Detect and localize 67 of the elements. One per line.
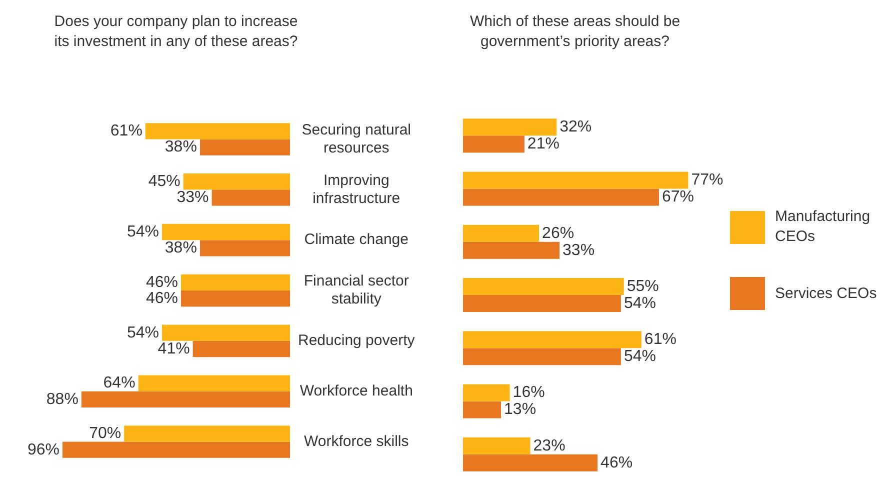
bar xyxy=(180,274,290,290)
bar xyxy=(124,426,290,442)
bar xyxy=(463,348,621,366)
y-tick-label: Securing natural resources xyxy=(302,121,411,156)
bar xyxy=(463,172,688,189)
data-label: 45% xyxy=(148,172,180,190)
data-label: 46% xyxy=(146,290,178,307)
bar xyxy=(200,240,290,256)
data-label: 21% xyxy=(527,135,560,152)
bar xyxy=(463,118,557,136)
bar xyxy=(212,190,290,206)
bar xyxy=(183,174,290,190)
data-label: 54% xyxy=(624,348,656,366)
bar xyxy=(192,340,290,358)
data-label: 54% xyxy=(624,294,656,312)
data-label: 61% xyxy=(110,122,142,140)
bar xyxy=(138,375,290,392)
bar xyxy=(463,224,540,242)
legend-label: Manufacturing CEOs xyxy=(775,207,872,247)
data-label: 88% xyxy=(46,390,78,408)
data-label: 46% xyxy=(600,454,633,472)
data-label: 67% xyxy=(662,188,694,206)
y-tick-label: Improving infrastructure xyxy=(312,172,400,207)
data-label: 23% xyxy=(533,437,566,454)
data-label: 77% xyxy=(691,172,724,189)
data-label: 16% xyxy=(512,384,545,402)
y-tick-label: Reducing poverty xyxy=(298,332,416,350)
y-tick-label: Climate change xyxy=(304,231,408,248)
bar xyxy=(463,136,524,153)
data-label: 64% xyxy=(103,374,136,392)
y-tick-label: Workforce skills xyxy=(304,432,409,450)
data-label: 32% xyxy=(560,118,592,136)
y-tick-label: Financial sector stability xyxy=(304,272,409,308)
data-label: 96% xyxy=(27,441,60,458)
bar xyxy=(81,391,290,408)
data-label: 38% xyxy=(164,240,197,257)
bar xyxy=(463,401,502,418)
data-label: 33% xyxy=(562,242,595,259)
bar xyxy=(463,295,621,312)
legend-label: Services CEOs xyxy=(775,284,878,304)
data-label: 13% xyxy=(504,401,536,418)
data-label: 61% xyxy=(644,331,676,348)
data-label: 33% xyxy=(176,189,209,206)
bar xyxy=(145,123,290,140)
data-label: 70% xyxy=(89,425,122,442)
chart-title: Does your company plan to increase its investment in any of these areas? xyxy=(53,12,299,52)
chart-title: Which of these areas should be government’s priority areas? xyxy=(468,12,682,52)
data-label: 38% xyxy=(164,138,197,156)
bar xyxy=(200,139,290,156)
bar xyxy=(463,278,624,295)
bar xyxy=(463,454,598,472)
bar xyxy=(463,384,510,402)
y-tick-label: Workforce health xyxy=(300,382,413,400)
data-label: 54% xyxy=(126,324,160,342)
data-label: 41% xyxy=(158,340,190,358)
bar xyxy=(62,442,290,458)
data-label: 54% xyxy=(126,223,160,240)
data-label: 26% xyxy=(542,224,574,242)
bar xyxy=(463,437,530,454)
data-label: 46% xyxy=(146,274,178,291)
bar xyxy=(162,224,290,240)
bar xyxy=(463,331,642,348)
bar xyxy=(162,324,290,341)
bar xyxy=(463,242,560,259)
data-label: 55% xyxy=(626,278,659,295)
bar xyxy=(463,188,659,206)
bar xyxy=(180,290,290,307)
